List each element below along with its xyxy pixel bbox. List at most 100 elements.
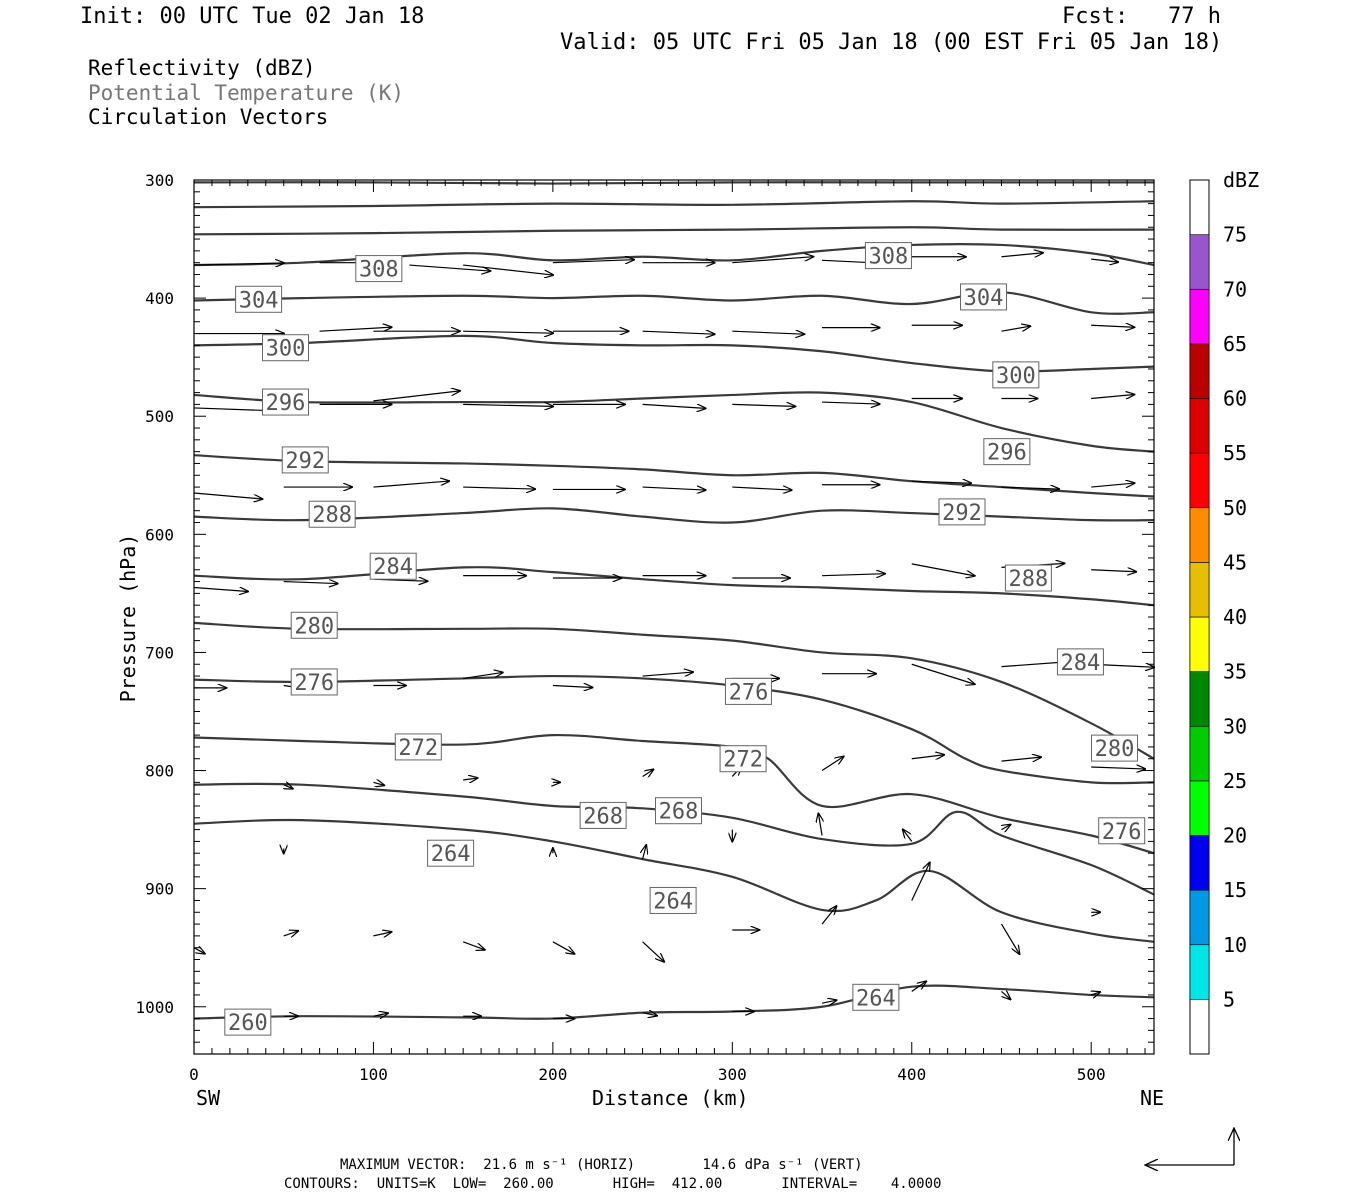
contour-label: 272 [398,736,438,761]
contour-label-box [1056,648,1104,676]
vector-arrow [642,941,665,962]
vector-arrow [552,941,575,954]
x-tick-label: 400 [897,1065,926,1084]
reference-vector-icon [1145,1128,1234,1165]
contour-label: 272 [723,748,763,773]
colorbar-tick-label: 55 [1223,441,1247,465]
vector-arrow [821,1000,836,1003]
vector-arrow [821,906,836,925]
contour-label: 284 [1061,651,1101,676]
colorbar-segment [1189,616,1210,672]
vector-arrow [463,331,553,333]
contour-label: 292 [942,501,982,526]
colorbar-tick-label: 35 [1223,660,1247,684]
vector-arrow [1091,767,1145,769]
axes: 0 100 200 300 400 500 300 400 500 600 700 800 900 100… [135,171,1155,1084]
vector-arrow [1001,991,1010,999]
contour-label-box [864,242,912,270]
colorbar-tick-label: 5 [1223,987,1235,1011]
vector-arrow [373,481,449,488]
vector-arrow [463,264,553,275]
contour-label-box [1098,817,1146,845]
contour-label: 280 [294,614,334,639]
contour-label-box [224,1008,272,1036]
contour-label: 296 [987,441,1027,466]
vector-arrow [1091,395,1134,399]
field-theta: Potential Temperature (K) [88,81,405,105]
vector-arrow [462,941,485,950]
vector-arrow [1091,570,1136,572]
colorbar-tick-label: 45 [1223,550,1247,574]
x-tick-label: 300 [718,1065,747,1084]
contour-label: 300 [266,337,306,362]
x-tick-label: 500 [1077,1065,1106,1084]
vector-arrow [373,932,391,936]
contour-264 [193,818,1155,943]
contour-label: 288 [312,503,352,528]
y-tick-label: 700 [145,643,174,662]
x-tick-label: 200 [538,1065,567,1084]
x-axis-label: Distance (km) [592,1086,749,1110]
vector-arrow [284,785,293,789]
contour-296 [193,391,1155,453]
contour-label-box [960,283,1008,311]
vector-arrow [822,574,885,576]
colorbar-tick-label: 10 [1223,933,1247,957]
vector-arrow [642,403,706,408]
colorbar-segment [1189,835,1210,891]
contour-288 [193,507,1155,524]
colorbar-segment [1189,780,1210,836]
forecast-hour: Fcst: 77 h [1062,4,1221,29]
contour-304 [193,291,1155,315]
contour-labels: 308 308 304 304 300 300 296 296 292 292 288 288 284 2… [224,242,1146,1036]
y-tick-label: 500 [145,407,174,426]
colorbar-tick-label: 40 [1223,605,1247,629]
contour-268 [193,782,1155,896]
colorbar-segment [1189,398,1210,454]
vector-arrow [1091,992,1100,995]
vector-arrow [373,782,384,785]
contour-label-box [262,388,310,416]
contour-label-box [719,745,767,773]
y-tick-label: 400 [145,289,174,308]
contour-label: 264 [431,842,471,867]
colorbar-segment [1189,562,1210,618]
contour-label: 308 [359,258,399,283]
vector-arrow [193,492,262,499]
contour-label: 304 [239,288,279,313]
vector-arrow [911,755,944,759]
vector-arrow [1091,483,1134,487]
vector-arrow [822,402,880,404]
colorbar-tick-label: 50 [1223,496,1247,520]
contour-label: 268 [659,800,699,825]
colorbar-segment [1189,725,1210,782]
vector-arrow [463,672,503,680]
vector-arrow [409,264,490,271]
contour-label-box [852,983,900,1011]
vector-arrow [1001,487,1059,489]
x-end-right: NE [1140,1086,1165,1110]
contour-label-box [281,446,329,474]
contour-label-box [369,552,417,580]
vector-arrow [373,1013,387,1016]
contour-label: 296 [266,391,306,416]
vector-arrow [642,487,706,490]
colorbar-tick-label: 15 [1223,878,1247,902]
vector-arrow [552,260,634,263]
contour-272 [193,733,1155,855]
contour-label-box [262,334,310,362]
max-vector-note: MAXIMUM VECTOR: 21.6 m s⁻¹ (HORIZ) 14.6 … [340,1157,863,1173]
colorbar-segment [1189,234,1210,290]
contour-upper-14 [193,200,1155,209]
contour-label-box [290,611,338,639]
colorbar-segment [1189,944,1210,1000]
field-reflectivity: Reflectivity (dBZ) [88,56,316,80]
contour-label: 284 [373,555,413,580]
contour-label: 264 [653,889,693,914]
contour-label-box [649,886,697,914]
vector-arrow [283,931,298,936]
vector-arrow [642,672,693,676]
vector-arrow [732,331,804,334]
contour-upper-13 [193,226,1155,236]
